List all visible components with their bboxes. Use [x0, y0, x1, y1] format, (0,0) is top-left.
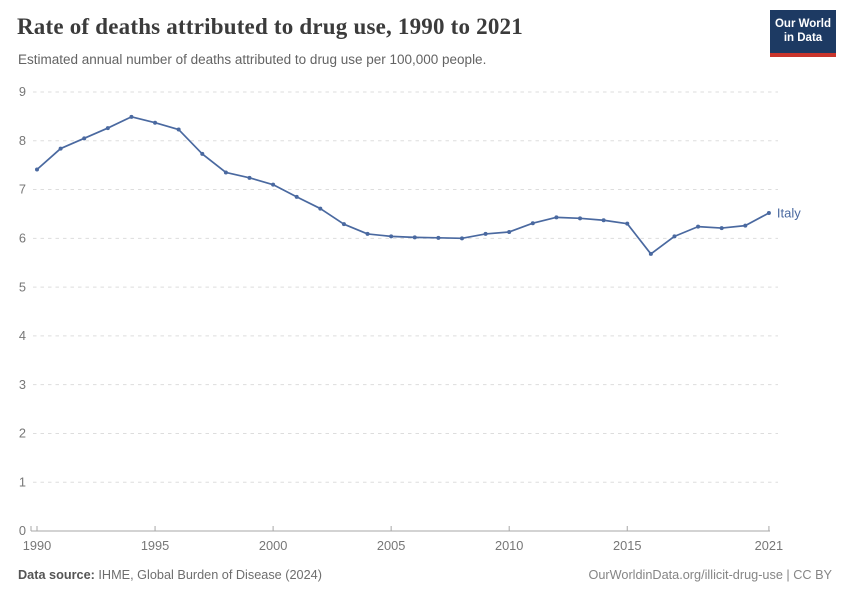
- chart-subtitle: Estimated annual number of deaths attrib…: [18, 52, 487, 67]
- y-tick-label: 6: [19, 231, 26, 246]
- data-point-2019[interactable]: [719, 226, 724, 231]
- owid-logo-line1: Our World: [774, 17, 831, 30]
- data-point-2004[interactable]: [365, 231, 370, 236]
- data-point-2020[interactable]: [743, 223, 748, 228]
- data-source-text: IHME, Global Burden of Disease (2024): [94, 568, 322, 582]
- data-point-2009[interactable]: [483, 231, 488, 236]
- owid-logo: Our World in Data: [770, 10, 836, 57]
- y-tick-label: 8: [19, 133, 26, 148]
- data-point-2012[interactable]: [554, 215, 559, 220]
- data-point-2002[interactable]: [318, 206, 323, 211]
- data-point-1991[interactable]: [58, 146, 63, 151]
- data-point-2015[interactable]: [625, 221, 630, 226]
- data-source-label: Data source:: [18, 568, 95, 582]
- data-point-2016[interactable]: [648, 251, 653, 256]
- data-point-1999[interactable]: [247, 175, 252, 180]
- owid-logo-line2: in Data: [783, 31, 823, 44]
- data-point-1995[interactable]: [153, 120, 158, 125]
- x-tick-label: 1990: [23, 538, 51, 553]
- data-point-2010[interactable]: [507, 229, 512, 234]
- x-tick-label: 2005: [377, 538, 405, 553]
- data-point-1997[interactable]: [200, 151, 205, 156]
- y-tick-label: 2: [19, 426, 26, 441]
- data-point-2018[interactable]: [696, 224, 701, 229]
- data-point-1996[interactable]: [176, 127, 181, 132]
- owid-url-link[interactable]: OurWorldinData.org/illicit-drug-use | CC…: [588, 568, 833, 582]
- data-point-2006[interactable]: [412, 235, 417, 240]
- y-tick-label: 5: [19, 279, 26, 294]
- x-tick-label: 2000: [259, 538, 287, 553]
- x-tick-label: 2010: [495, 538, 523, 553]
- data-point-1994[interactable]: [129, 114, 134, 119]
- data-point-2017[interactable]: [672, 234, 677, 239]
- y-tick-label: 4: [19, 328, 26, 343]
- data-point-2001[interactable]: [294, 194, 299, 199]
- x-tick-label: 2015: [613, 538, 641, 553]
- data-point-2014[interactable]: [601, 218, 606, 223]
- data-point-2013[interactable]: [578, 216, 583, 221]
- data-point-2011[interactable]: [530, 221, 535, 226]
- y-tick-label: 0: [19, 523, 26, 538]
- y-tick-label: 3: [19, 377, 26, 392]
- data-point-2000[interactable]: [271, 182, 276, 187]
- data-point-2005[interactable]: [389, 234, 394, 239]
- series-end-label-italy: Italy: [777, 205, 801, 220]
- data-point-2008[interactable]: [459, 236, 464, 241]
- y-tick-label: 9: [19, 84, 26, 99]
- data-source-note: Data source: IHME, Global Burden of Dise…: [18, 568, 322, 582]
- x-tick-label: 2021: [755, 538, 783, 553]
- data-point-2021[interactable]: [766, 210, 771, 215]
- data-point-1990[interactable]: [35, 167, 39, 172]
- data-point-1998[interactable]: [223, 170, 228, 175]
- page-title: Rate of deaths attributed to drug use, 1…: [17, 14, 523, 39]
- data-point-2003[interactable]: [341, 222, 346, 227]
- data-point-1992[interactable]: [82, 136, 87, 141]
- data-point-1993[interactable]: [105, 126, 110, 131]
- series-line-italy[interactable]: [36, 116, 770, 255]
- y-tick-label: 7: [19, 182, 26, 197]
- x-tick-label: 1995: [141, 538, 169, 553]
- y-tick-label: 1: [19, 474, 26, 489]
- data-point-2007[interactable]: [436, 235, 441, 240]
